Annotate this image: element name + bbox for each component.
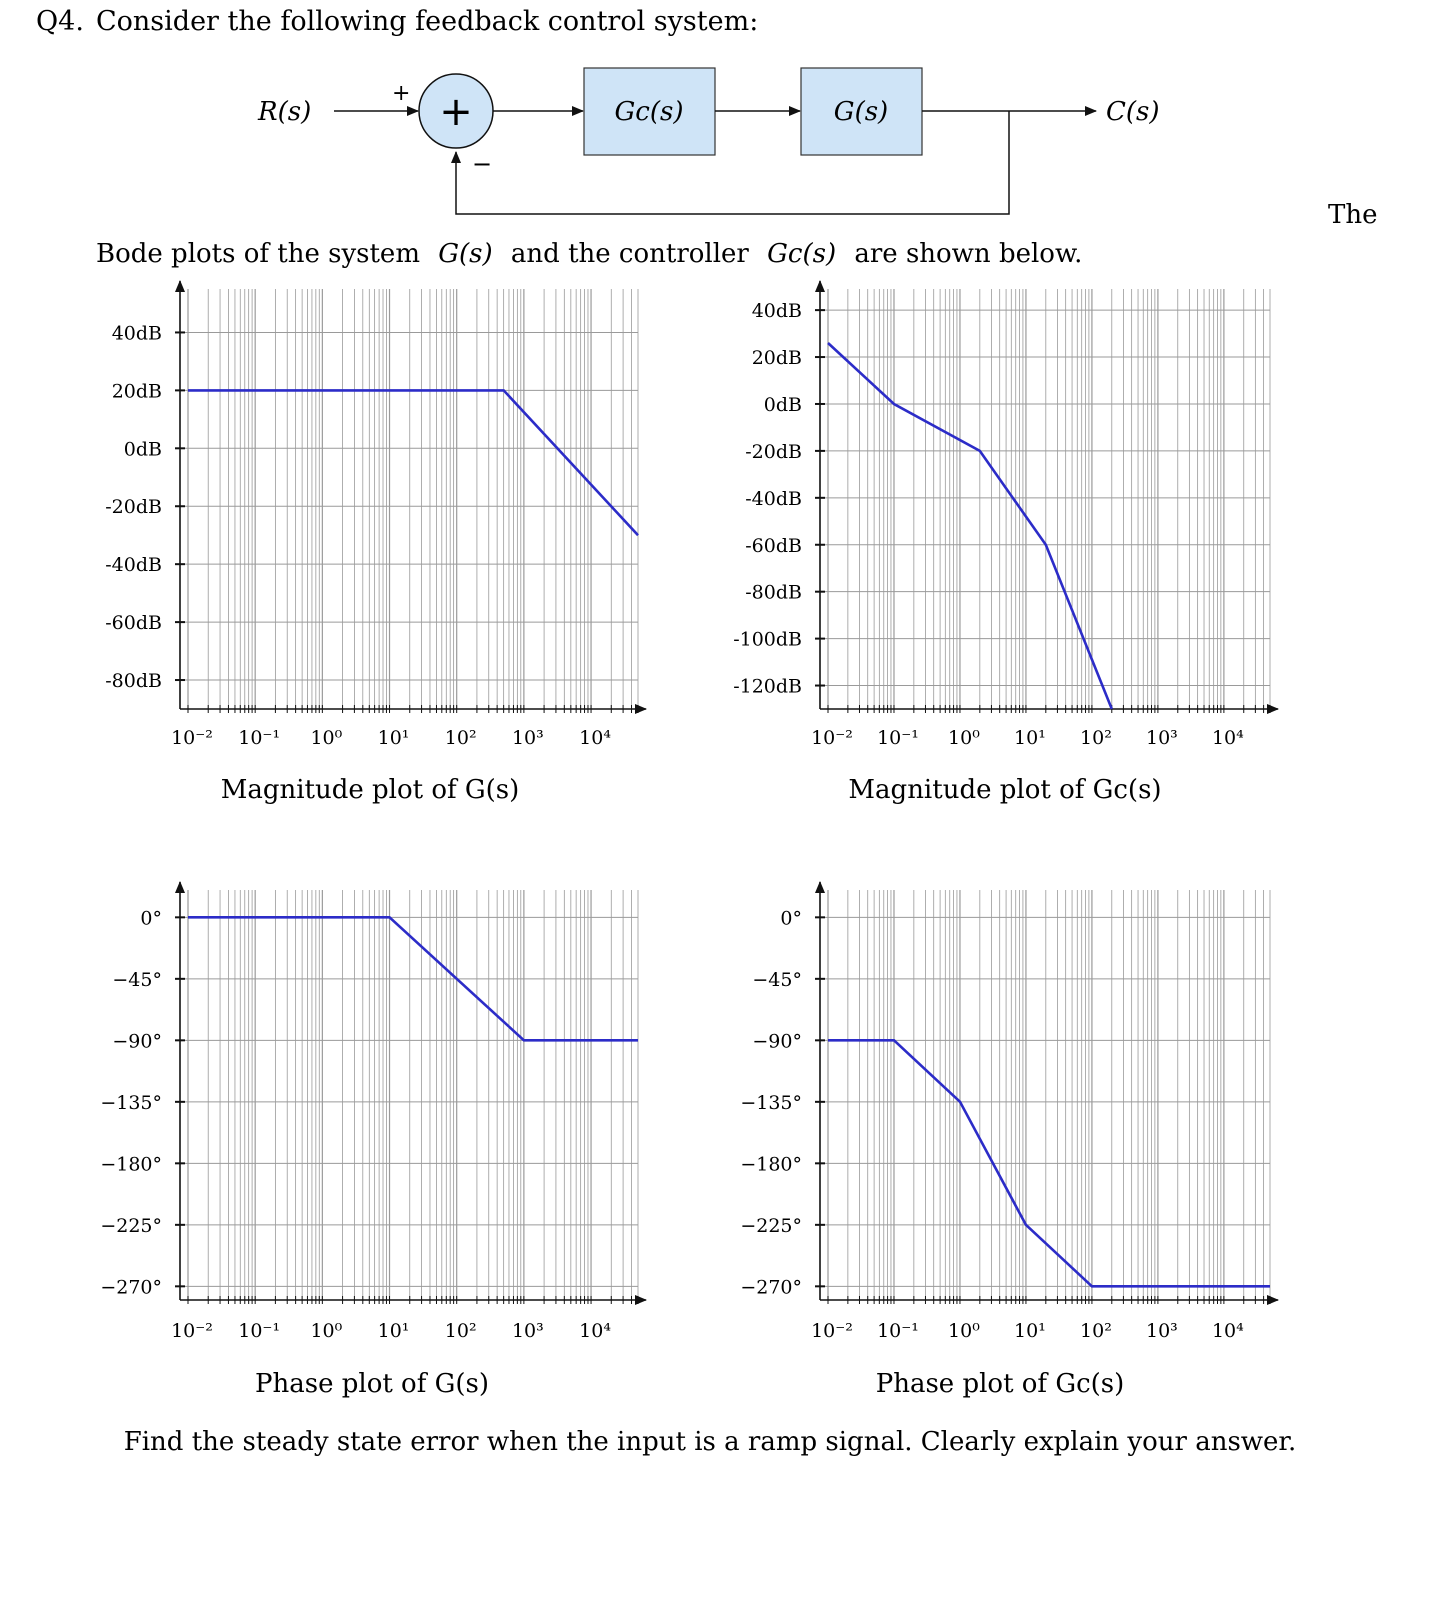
x-tick-label: 10² — [445, 727, 477, 749]
series-line — [827, 342, 1114, 710]
x-tick-label: 10¹ — [1014, 1320, 1046, 1342]
x-tick-label: 10⁴ — [579, 727, 611, 749]
bode-intro-pre: Bode plots of the system — [96, 239, 420, 269]
series-line — [188, 389, 639, 537]
x-tick-label: 10⁻² — [171, 1320, 213, 1342]
x-tick-label: 10⁴ — [579, 1320, 611, 1342]
x-tick-label: 10⁻² — [811, 727, 853, 749]
y-tick-label: -20dB — [105, 496, 162, 518]
y-tick-label: -20dB — [745, 441, 802, 463]
bode-intro-g: G(s) — [438, 239, 492, 269]
y-tick-label: −135° — [740, 1092, 802, 1114]
x-tick-label: 10⁰ — [948, 727, 980, 749]
feedback-path — [451, 111, 1010, 215]
y-tick-label: -60dB — [105, 612, 162, 634]
side-text: The — [1328, 200, 1377, 230]
y-tick-label: −90° — [752, 1030, 802, 1052]
x-tick-label: 10² — [1080, 1320, 1112, 1342]
y-tick-label: -120dB — [733, 676, 802, 698]
input-label: R(s) — [257, 97, 311, 127]
y-tick-label: -100dB — [733, 629, 802, 651]
x-tick-label: 10³ — [1146, 727, 1178, 749]
series-line — [188, 915, 638, 1042]
controller-block — [583, 67, 716, 156]
y-tick-label: −180° — [740, 1153, 802, 1175]
controller-block-label: Gc(s) — [615, 97, 684, 127]
y-tick-label: -40dB — [105, 554, 162, 576]
y-tick-label: 0° — [780, 907, 802, 929]
y-tick-label: 0dB — [124, 438, 162, 460]
x-tick-label: 10² — [445, 1320, 477, 1342]
y-tick-label: -60dB — [745, 535, 802, 557]
x-tick-label: 10⁻² — [171, 727, 213, 749]
y-tick-label: 20dB — [752, 347, 802, 369]
magnitude-plot-g: 40dB 20dB 0dB -20dB -40dB -60dB -80dB 10⁻² 10⁻¹ 1… — [105, 280, 647, 805]
y-tick-label: 0dB — [764, 394, 802, 416]
x-tick-label: 10⁻¹ — [877, 1320, 919, 1342]
chart-title: Phase plot of Gc(s) — [876, 1369, 1125, 1399]
y-tick-label: 40dB — [752, 300, 802, 322]
plant-block-label: G(s) — [834, 97, 888, 127]
y-tick-label: −180° — [100, 1153, 162, 1175]
y-tick-label: −225° — [740, 1215, 802, 1237]
y-tick-label: -80dB — [105, 670, 162, 692]
x-tick-label: 10⁻¹ — [238, 727, 280, 749]
x-tick-label: 10² — [1080, 727, 1112, 749]
phase-plot-gc: 0° −45° −90° −135° −180° −225° −270° 10⁻² 10⁻¹ 10… — [740, 881, 1279, 1399]
chart-title: Magnitude plot of Gc(s) — [848, 775, 1161, 805]
minus-sign: − — [472, 150, 492, 178]
x-tick-label: 10³ — [512, 1320, 544, 1342]
y-tick-label: −225° — [100, 1215, 162, 1237]
y-tick-label: 40dB — [112, 322, 162, 344]
x-tick-label: 10³ — [1146, 1320, 1178, 1342]
bode-intro-gc: Gc(s) — [767, 239, 836, 269]
x-tick-label: 10¹ — [378, 1320, 410, 1342]
y-tick-label: −45° — [752, 969, 802, 991]
bode-intro: Bode plots of the system G(s) and the co… — [96, 239, 1082, 269]
y-tick-label: −90° — [112, 1030, 162, 1052]
y-tick-label: −135° — [100, 1092, 162, 1114]
chart-title: Phase plot of G(s) — [255, 1369, 489, 1399]
x-tick-label: 10⁰ — [310, 727, 342, 749]
question-number: Q4. — [36, 6, 84, 37]
x-tick-label: 10⁻¹ — [877, 727, 919, 749]
y-tick-label: -80dB — [745, 582, 802, 604]
y-tick-label: −270° — [100, 1276, 162, 1298]
x-tick-label: 10⁴ — [1212, 1320, 1244, 1342]
bode-intro-and: and the controller — [511, 239, 750, 269]
x-tick-label: 10¹ — [1014, 727, 1046, 749]
y-tick-label: −270° — [740, 1276, 802, 1298]
x-tick-label: 10⁻² — [811, 1320, 853, 1342]
x-tick-label: 10⁻¹ — [238, 1320, 280, 1342]
x-tick-label: 10³ — [512, 727, 544, 749]
task-text: Find the steady state error when the inp… — [124, 1427, 1297, 1457]
block-diagram: R(s) + + − Gc(s) G(s) C(s) — [257, 67, 1160, 215]
phase-plot-g: 0° −45° −90° −135° −180° −225° −270° 10⁻² 10⁻¹ 10… — [100, 881, 647, 1399]
plus-sign: + — [392, 81, 410, 106]
y-tick-label: 0° — [140, 907, 162, 929]
x-tick-label: 10⁰ — [310, 1320, 342, 1342]
question-prompt: Consider the following feedback control … — [96, 6, 758, 37]
x-tick-label: 10¹ — [378, 727, 410, 749]
output-label: C(s) — [1106, 97, 1160, 127]
summing-symbol: + — [439, 89, 473, 135]
chart-title: Magnitude plot of G(s) — [221, 775, 520, 805]
y-tick-label: −45° — [112, 969, 162, 991]
y-tick-label: 20dB — [112, 380, 162, 402]
x-tick-label: 10⁴ — [1212, 727, 1244, 749]
magnitude-plot-gc: 40dB 20dB 0dB -20dB -40dB -60dB -80dB -100dB -12… — [733, 280, 1279, 805]
x-tick-label: 10⁰ — [948, 1320, 980, 1342]
y-tick-label: -40dB — [745, 488, 802, 510]
series-line — [828, 1039, 1270, 1288]
bode-intro-post: are shown below. — [854, 239, 1082, 269]
